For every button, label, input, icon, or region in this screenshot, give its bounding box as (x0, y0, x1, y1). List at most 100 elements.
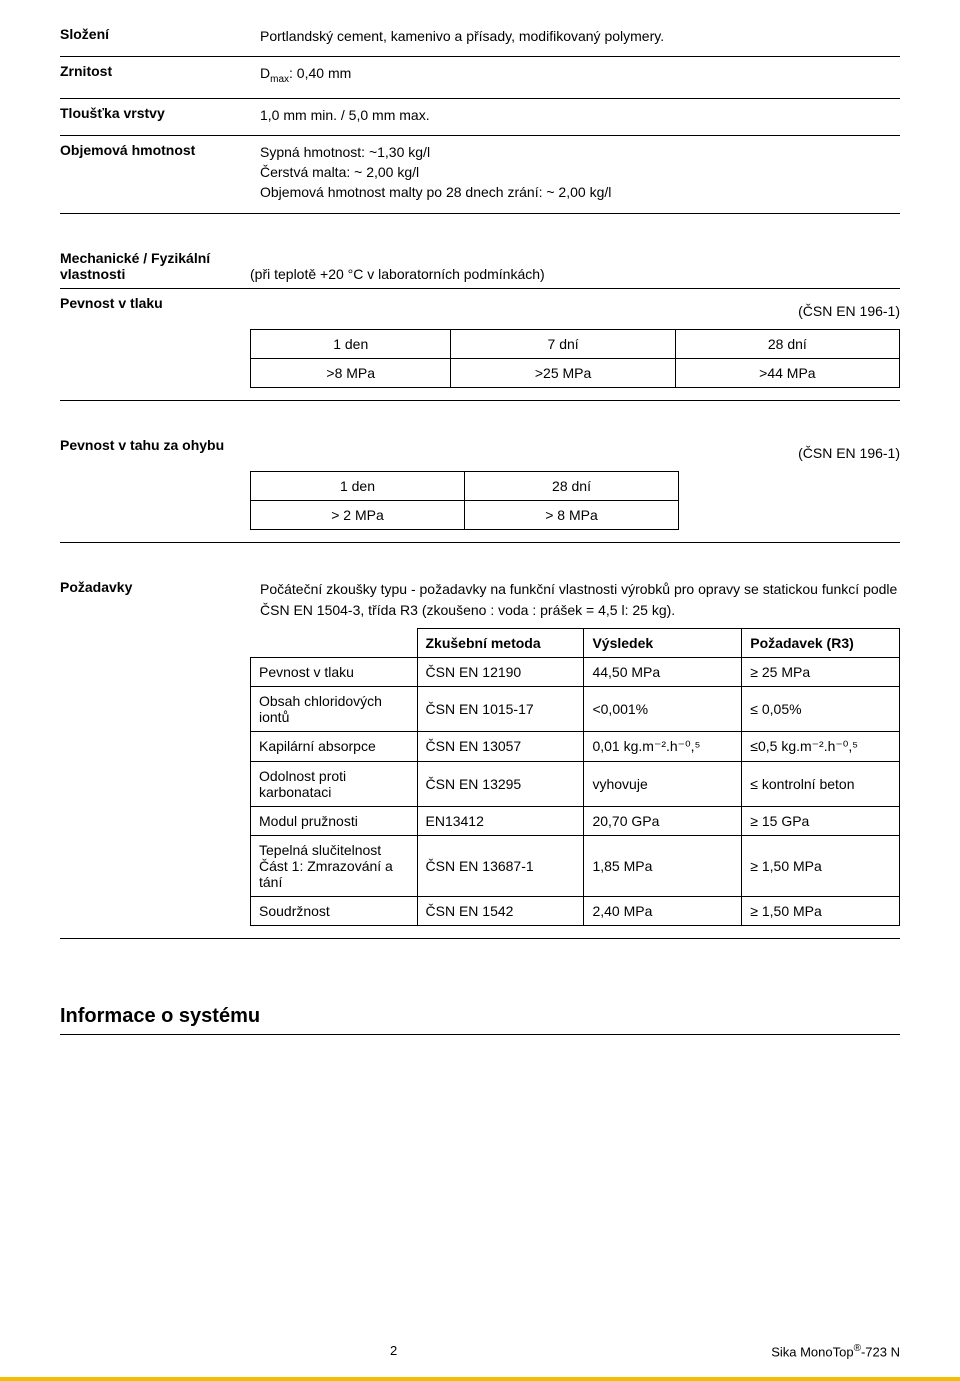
table-row: Tepelná slučitelnost Část 1: Zmrazování … (251, 835, 900, 896)
compressive-v1: >25 MPa (451, 359, 675, 388)
density-line-1: Čerstvá malta: ~ 2,00 kg/l (260, 162, 900, 182)
mech-heading: Mechanické / Fyzikální vlastnosti (60, 244, 250, 288)
table-row: Soudržnost ČSN EN 1542 2,40 MPa ≥ 1,50 M… (251, 896, 900, 925)
req-r2-method: ČSN EN 13057 (417, 731, 584, 761)
table-row: 1 den 7 dní 28 dní (251, 330, 900, 359)
compressive-h0: 1 den (251, 330, 451, 359)
footer-suffix: -723 N (861, 1344, 900, 1359)
requirements-table: Zkušební metoda Výsledek Požadavek (R3) … (250, 628, 900, 926)
req-r2-name: Kapilární absorpce (251, 731, 418, 761)
row-thickness: Tloušťka vrstvy 1,0 mm min. / 5,0 mm max… (60, 99, 900, 136)
gap (60, 214, 900, 244)
req-r1-req: ≤ 0,05% (742, 686, 900, 731)
flexural-h1: 28 dní (465, 472, 679, 501)
document-page: Složení Portlandský cement, kamenivo a p… (0, 0, 960, 1381)
compressive-h1: 7 dní (451, 330, 675, 359)
flexural-table-wrap: 1 den 28 dní > 2 MPa > 8 MPa (60, 471, 900, 543)
table-row: Kapilární absorpce ČSN EN 13057 0,01 kg.… (251, 731, 900, 761)
density-line-2: Objemová hmotnost malty po 28 dnech zrán… (260, 182, 900, 202)
row-compressive-head: Pevnost v tlaku (ČSN EN 196-1) (60, 289, 900, 329)
req-r6-name: Soudržnost (251, 896, 418, 925)
req-r1-method: ČSN EN 1015-17 (417, 686, 584, 731)
table-row: Pevnost v tlaku ČSN EN 12190 44,50 MPa ≥… (251, 657, 900, 686)
req-r0-result: 44,50 MPa (584, 657, 742, 686)
density-line-0: Sypná hmotnost: ~1,30 kg/l (260, 142, 900, 162)
req-r3-name: Odolnost proti karbonataci (251, 761, 418, 806)
mech-section: Mechanické / Fyzikální vlastnosti (při t… (60, 244, 900, 289)
compressive-table: 1 den 7 dní 28 dní >8 MPa >25 MPa >44 MP… (250, 329, 900, 388)
compressive-v2: >44 MPa (675, 359, 899, 388)
requirements-intro: Počáteční zkoušky typu - požadavky na fu… (260, 579, 900, 620)
flexural-norm: (ČSN EN 196-1) (234, 437, 900, 469)
label-compressive: Pevnost v tlaku (60, 295, 260, 327)
page-number: 2 (60, 1343, 397, 1359)
req-r5-req: ≥ 1,50 MPa (742, 835, 900, 896)
row-density: Objemová hmotnost Sypná hmotnost: ~1,30 … (60, 136, 900, 214)
req-r0-method: ČSN EN 12190 (417, 657, 584, 686)
compressive-norm: (ČSN EN 196-1) (260, 295, 900, 327)
value-thickness: 1,0 mm min. / 5,0 mm max. (260, 105, 900, 125)
label-flexural: Pevnost v tahu za ohybu (60, 437, 234, 469)
req-r4-req: ≥ 15 GPa (742, 806, 900, 835)
req-col-method: Zkušební metoda (417, 628, 584, 657)
req-r6-result: 2,40 MPa (584, 896, 742, 925)
label-density: Objemová hmotnost (60, 142, 260, 203)
req-r4-name: Modul pružnosti (251, 806, 418, 835)
req-r6-req: ≥ 1,50 MPa (742, 896, 900, 925)
req-r5-name: Tepelná slučitelnost Část 1: Zmrazování … (251, 835, 418, 896)
req-r0-req: ≥ 25 MPa (742, 657, 900, 686)
req-r2-req: ≤0,5 kg.m⁻².h⁻⁰,⁵ (742, 731, 900, 761)
row-grain: Zrnitost Dmax: 0,40 mm (60, 57, 900, 98)
req-r4-method: EN13412 (417, 806, 584, 835)
table-row: Modul pružnosti EN13412 20,70 GPa ≥ 15 G… (251, 806, 900, 835)
table-row: Obsah chloridových iontů ČSN EN 1015-17 … (251, 686, 900, 731)
requirements-table-wrap: Zkušební metoda Výsledek Požadavek (R3) … (60, 628, 900, 939)
req-r5-method: ČSN EN 13687-1 (417, 835, 584, 896)
value-composition: Portlandský cement, kamenivo a přísady, … (260, 26, 900, 46)
req-col-result: Výsledek (584, 628, 742, 657)
req-r3-result: vyhovuje (584, 761, 742, 806)
compressive-h2: 28 dní (675, 330, 899, 359)
footer-reg: ® (854, 1343, 861, 1354)
req-r4-result: 20,70 GPa (584, 806, 742, 835)
label-thickness: Tloušťka vrstvy (60, 105, 260, 125)
req-r1-name: Obsah chloridových iontů (251, 686, 418, 731)
grain-suffix: : 0,40 mm (289, 65, 351, 81)
compressive-v0: >8 MPa (251, 359, 451, 388)
value-grain: Dmax: 0,40 mm (260, 63, 900, 87)
req-r3-method: ČSN EN 13295 (417, 761, 584, 806)
flexural-v1: > 8 MPa (465, 501, 679, 530)
mech-conditions: (při teplotě +20 °C v laboratorních podm… (250, 266, 545, 282)
req-col-req: Požadavek (R3) (742, 628, 900, 657)
info-heading: Informace o systému (60, 999, 900, 1035)
req-col-blank (251, 628, 418, 657)
row-req-intro: Požadavky Počáteční zkoušky typu - požad… (60, 573, 900, 628)
label-grain: Zrnitost (60, 63, 260, 87)
table-row: 1 den 28 dní (251, 472, 679, 501)
table-row: Odolnost proti karbonataci ČSN EN 13295 … (251, 761, 900, 806)
label-composition: Složení (60, 26, 260, 46)
footer-prefix: Sika MonoTop (771, 1344, 853, 1359)
grain-prefix: D (260, 65, 270, 81)
req-r5-result: 1,85 MPa (584, 835, 742, 896)
table-row: >8 MPa >25 MPa >44 MPa (251, 359, 900, 388)
req-r0-name: Pevnost v tlaku (251, 657, 418, 686)
compressive-table-wrap: 1 den 7 dní 28 dní >8 MPa >25 MPa >44 MP… (60, 329, 900, 401)
row-flexural-head: Pevnost v tahu za ohybu (ČSN EN 196-1) (60, 431, 900, 471)
footer-product: Sika MonoTop®-723 N (771, 1343, 900, 1359)
page-footer: 2 Sika MonoTop®-723 N (60, 1343, 900, 1359)
req-r3-req: ≤ kontrolní beton (742, 761, 900, 806)
flexural-h0: 1 den (251, 472, 465, 501)
table-row: Zkušební metoda Výsledek Požadavek (R3) (251, 628, 900, 657)
row-composition: Složení Portlandský cement, kamenivo a p… (60, 20, 900, 57)
value-density: Sypná hmotnost: ~1,30 kg/l Čerstvá malta… (260, 142, 900, 203)
grain-sub: max (270, 74, 289, 85)
req-r1-result: <0,001% (584, 686, 742, 731)
flexural-table: 1 den 28 dní > 2 MPa > 8 MPa (250, 471, 679, 530)
gap (60, 543, 900, 573)
req-r6-method: ČSN EN 1542 (417, 896, 584, 925)
flexural-v0: > 2 MPa (251, 501, 465, 530)
table-row: > 2 MPa > 8 MPa (251, 501, 679, 530)
gap (60, 401, 900, 431)
label-requirements: Požadavky (60, 579, 260, 620)
